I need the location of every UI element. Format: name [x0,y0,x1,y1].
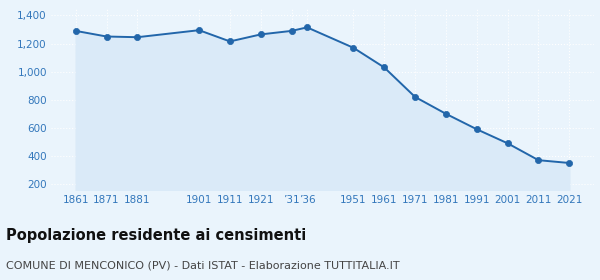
Point [533,158,543,162]
Point [225,39,235,44]
Point [410,95,420,99]
Point [565,161,574,165]
Point [287,29,296,33]
Point [256,32,266,37]
Text: Popolazione residente ai censimenti: Popolazione residente ai censimenti [6,228,306,243]
Point [133,35,142,39]
Point [302,25,312,30]
Point [349,46,358,50]
Text: COMUNE DI MENCONICO (PV) - Dati ISTAT - Elaborazione TUTTITALIA.IT: COMUNE DI MENCONICO (PV) - Dati ISTAT - … [6,260,400,270]
Point [71,29,80,33]
Point [503,141,512,146]
Point [472,127,482,132]
Point [102,34,112,39]
Point [441,111,451,116]
Point [194,28,204,32]
Point [379,65,389,70]
